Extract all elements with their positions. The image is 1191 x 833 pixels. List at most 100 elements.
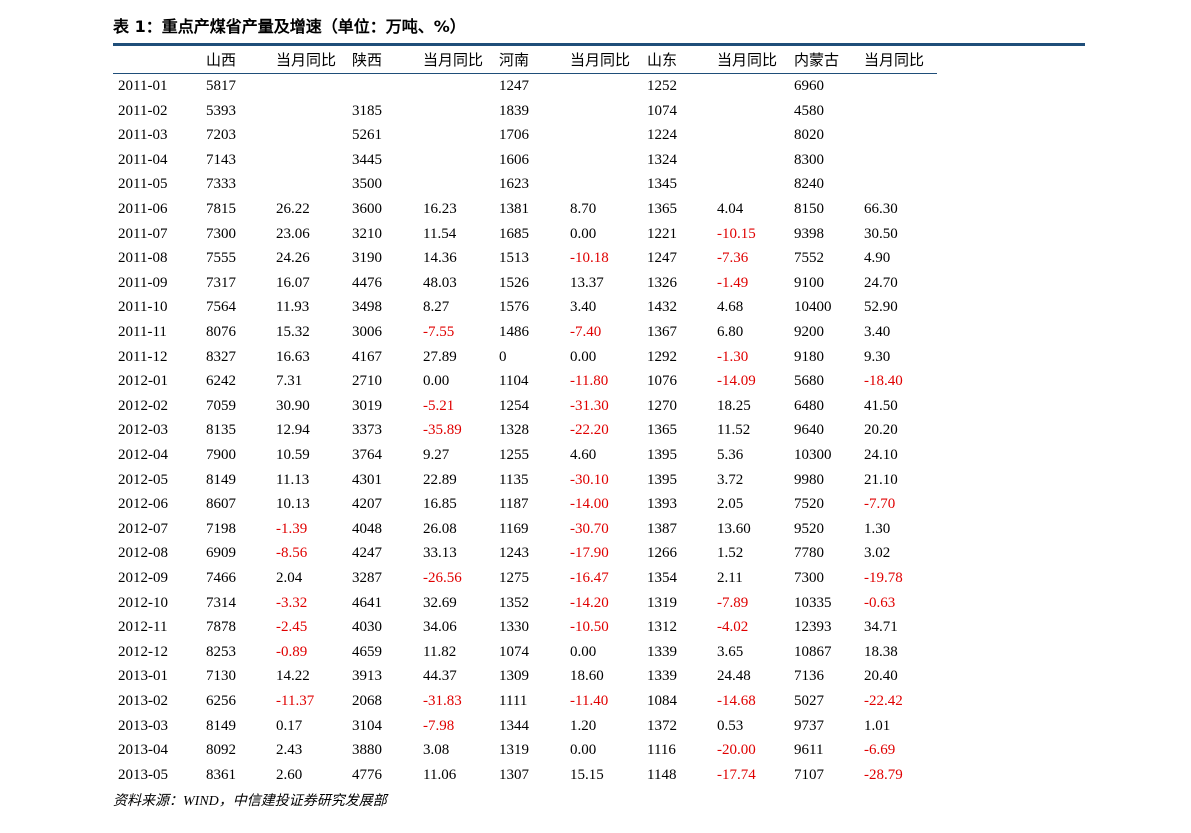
cell: 2.60 (276, 766, 303, 783)
cell: -11.40 (570, 693, 609, 709)
cell: 3.72 (717, 471, 744, 488)
row-label: 2012-04 (118, 447, 168, 463)
cell: -14.00 (570, 496, 609, 513)
cell: 0.00 (570, 348, 597, 365)
cell: 1.30 (864, 520, 891, 537)
cell: -30.70 (570, 520, 609, 537)
cell: 1381 (499, 201, 529, 217)
row-label: 2012-09 (118, 570, 168, 586)
cell: -16.47 (570, 570, 609, 586)
row-label: 2011-12 (118, 348, 168, 365)
cell: 4.90 (864, 250, 891, 267)
row-label: 2011-10 (118, 299, 168, 316)
cell: 16.85 (423, 496, 457, 513)
cell: 3373 (352, 422, 382, 439)
cell: 27.89 (423, 348, 457, 365)
cell: -26.56 (423, 570, 462, 586)
column-header: 陕西 (352, 53, 383, 69)
cell: 7314 (206, 594, 236, 611)
cell: 0.53 (717, 717, 744, 734)
cell: 34.06 (423, 619, 457, 636)
cell: 10335 (794, 594, 832, 611)
cell: 2.43 (276, 742, 303, 759)
cell: 24.70 (864, 274, 898, 291)
cell: 4030 (352, 619, 382, 636)
cell: -5.21 (423, 397, 455, 414)
cell: 14.22 (276, 668, 310, 685)
row-label: 2012-10 (118, 594, 168, 611)
cell: 4580 (794, 102, 824, 119)
cell: 21.10 (864, 471, 898, 488)
cell: 1104 (499, 373, 529, 390)
cell: 6256 (206, 693, 236, 709)
cell: 9.27 (423, 447, 450, 463)
cell: 9398 (794, 225, 824, 242)
cell: 15.15 (570, 766, 604, 783)
cell: 1307 (499, 766, 529, 783)
cell: 16.63 (276, 348, 310, 365)
cell: 2.05 (717, 496, 744, 513)
cell: 1706 (499, 127, 529, 144)
row-label: 2011-01 (118, 78, 168, 94)
cell: 16.07 (276, 274, 310, 291)
cell: 7333 (206, 176, 236, 193)
cell: 7203 (206, 127, 236, 144)
row-label: 2011-04 (118, 151, 168, 168)
cell: 4247 (352, 545, 382, 562)
cell: 10.59 (276, 447, 310, 463)
cell: 11.13 (276, 471, 310, 488)
row-label: 2011-02 (118, 102, 168, 119)
cell: 8.27 (423, 299, 450, 316)
cell: 1074 (647, 102, 677, 119)
cell: 4.04 (717, 201, 744, 217)
cell: 3.65 (717, 643, 744, 660)
row-label: 2011-03 (118, 127, 168, 144)
cell: 1395 (647, 447, 677, 463)
cell: 1.20 (570, 717, 597, 734)
cell: 1312 (647, 619, 677, 636)
cell: 5817 (206, 78, 236, 94)
cell: -7.55 (423, 324, 455, 340)
cell: 5680 (794, 373, 824, 390)
cell: -22.42 (864, 693, 903, 709)
cell: 3210 (352, 225, 382, 242)
cell: 4776 (352, 766, 382, 783)
cell: -20.00 (717, 742, 756, 759)
cell: 1354 (647, 570, 677, 586)
cell: -31.83 (423, 693, 462, 709)
cell: -7.98 (423, 717, 455, 734)
cell: 4.60 (570, 447, 597, 463)
cell: 3.02 (864, 545, 891, 562)
cell: -31.30 (570, 397, 609, 414)
cell: -19.78 (864, 570, 903, 586)
cell: 7317 (206, 274, 236, 291)
cell: 0 (499, 348, 507, 365)
cell: 4207 (352, 496, 382, 513)
cell: 32.69 (423, 594, 457, 611)
cell: 3500 (352, 176, 382, 193)
cell: 7466 (206, 570, 236, 586)
header-rule (113, 73, 937, 74)
cell: 7815 (206, 201, 236, 217)
cell: 9.30 (864, 348, 891, 365)
cell: 1365 (647, 422, 677, 439)
cell: 9980 (794, 471, 824, 488)
cell: 10400 (794, 299, 832, 316)
cell: 1254 (499, 397, 529, 414)
cell: 14.36 (423, 250, 457, 267)
cell: 1270 (647, 397, 677, 414)
cell: -18.40 (864, 373, 903, 390)
cell: 9737 (794, 717, 824, 734)
cell: 41.50 (864, 397, 898, 414)
cell: 1365 (647, 201, 677, 217)
cell: 8020 (794, 127, 824, 144)
cell: 34.71 (864, 619, 898, 636)
cell: 9100 (794, 274, 824, 291)
cell: 1339 (647, 668, 677, 685)
row-label: 2011-06 (118, 201, 168, 217)
row-label: 2012-03 (118, 422, 168, 439)
cell: 1345 (647, 176, 677, 193)
row-label: 2012-05 (118, 471, 168, 488)
cell: 3600 (352, 201, 382, 217)
